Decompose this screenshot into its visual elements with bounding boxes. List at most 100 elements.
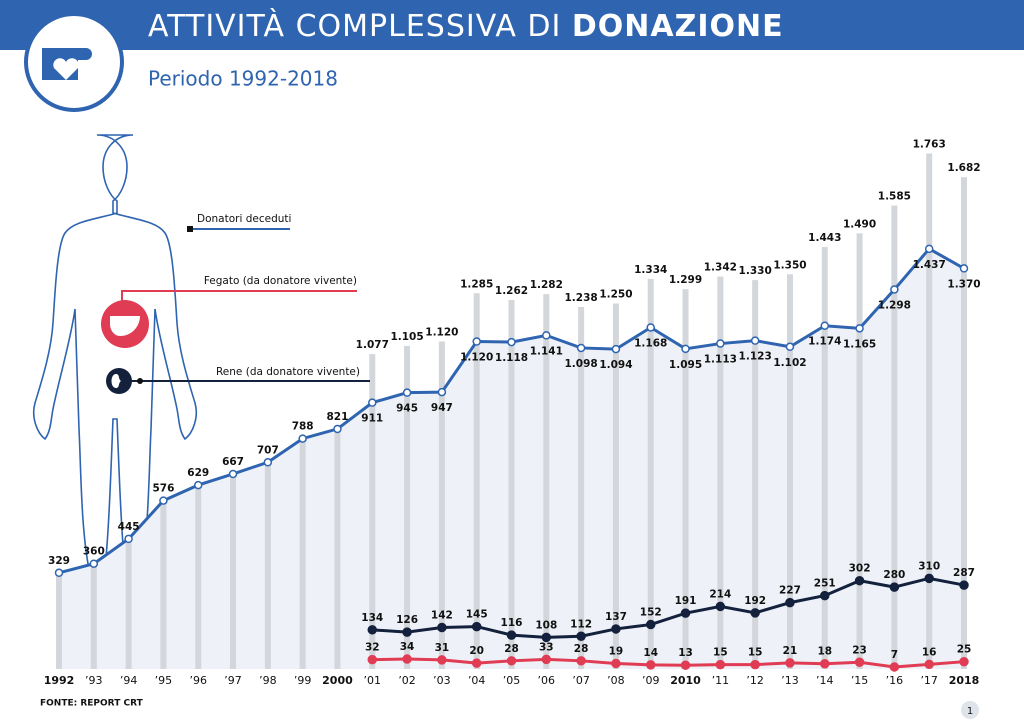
point [645, 619, 656, 630]
point [367, 654, 378, 665]
x-tick-label: ’02 [398, 674, 416, 687]
x-tick-label: ’07 [572, 674, 590, 687]
legend-label: Rene (da donatore vivente) [216, 366, 360, 378]
point [193, 480, 203, 490]
bar [578, 307, 585, 669]
value-label: 134 [361, 612, 383, 624]
value-label: 191 [675, 595, 697, 607]
value-label: 1.113 [704, 354, 737, 366]
value-label: 142 [431, 609, 453, 621]
bar [543, 294, 550, 669]
value-label: 310 [918, 560, 940, 572]
x-tick-label: ’94 [120, 674, 138, 687]
drop-column [160, 500, 167, 669]
point [506, 656, 517, 666]
value-label: 360 [83, 546, 105, 558]
value-label: 25 [957, 644, 972, 656]
point [889, 662, 900, 672]
x-tick-label: ’03 [433, 674, 451, 687]
value-label: 20 [469, 645, 484, 657]
point [750, 608, 760, 618]
bar [508, 299, 515, 669]
legend-line [121, 290, 357, 306]
value-label: 251 [814, 578, 836, 590]
value-label: 112 [570, 618, 592, 630]
point [715, 659, 726, 670]
point [889, 582, 900, 592]
bar [438, 341, 445, 669]
x-tick-label: 2010 [670, 674, 701, 687]
point [159, 496, 168, 505]
x-tick-label: ’12 [746, 674, 764, 687]
title-bold: DONAZIONE [572, 9, 784, 44]
value-label: 1.141 [530, 345, 563, 357]
value-label: 19 [609, 645, 624, 657]
drop-column [195, 485, 202, 669]
value-label: 1.095 [669, 359, 702, 371]
point [437, 655, 447, 665]
legend-dot [137, 378, 143, 384]
series-line [372, 657, 965, 669]
point [576, 656, 586, 666]
value-label: 1.437 [913, 259, 946, 271]
x-tick-label: ’13 [781, 674, 799, 687]
point [437, 387, 447, 397]
bar [752, 280, 759, 669]
x-tick-label: ’14 [816, 674, 834, 687]
point [471, 621, 482, 632]
point [228, 469, 238, 479]
bar [926, 153, 933, 670]
value-label: 1.174 [808, 336, 841, 348]
bar [821, 247, 828, 669]
bar [891, 205, 898, 669]
point [542, 331, 551, 340]
source: FONTE: REPORT CRT [40, 699, 144, 709]
bar [961, 177, 967, 669]
value-label: 21 [783, 645, 798, 657]
value-label: 13 [678, 647, 693, 659]
point [124, 534, 133, 544]
value-label: 1.118 [495, 352, 528, 364]
value-label: 34 [400, 641, 415, 653]
value-label: 28 [574, 643, 589, 655]
organ-icon [110, 316, 140, 336]
bar-label: 1.262 [495, 285, 528, 297]
value-label: 31 [435, 642, 450, 654]
point [855, 324, 864, 333]
point [750, 659, 760, 670]
page-number: 1 [967, 706, 973, 717]
legend-label: Donatori deceduti [197, 213, 291, 225]
bar-label: 1.250 [599, 289, 632, 301]
bar [473, 293, 480, 669]
point [471, 658, 482, 668]
point [263, 458, 273, 467]
point [924, 573, 934, 584]
bar-label: 1.350 [773, 259, 806, 271]
value-label: 788 [292, 421, 314, 433]
point [854, 575, 865, 586]
bar-label: 1.238 [565, 292, 598, 304]
point [715, 601, 726, 612]
point [402, 388, 412, 397]
legend-label: Fegato (da donatore vivente) [204, 275, 357, 287]
point [402, 627, 412, 637]
body-outline [32, 134, 198, 570]
bar-label: 1.077 [356, 339, 389, 351]
x-tick-label: 2018 [949, 674, 980, 687]
x-tick-label: ’11 [712, 674, 730, 687]
x-tick-label: ’09 [642, 674, 660, 687]
drop-column [90, 563, 97, 669]
value-label: 911 [361, 413, 383, 425]
point [507, 337, 516, 347]
series-line [372, 576, 965, 639]
value-label: 576 [152, 483, 174, 495]
x-tick-label: ’93 [85, 674, 103, 687]
bar-label: 1.763 [913, 138, 946, 150]
point [959, 580, 969, 590]
point [402, 654, 412, 664]
header-band [0, 0, 1024, 50]
value-label: 145 [466, 609, 488, 621]
value-label: 1.370 [947, 278, 980, 290]
point [576, 343, 586, 353]
value-label: 302 [849, 563, 871, 575]
